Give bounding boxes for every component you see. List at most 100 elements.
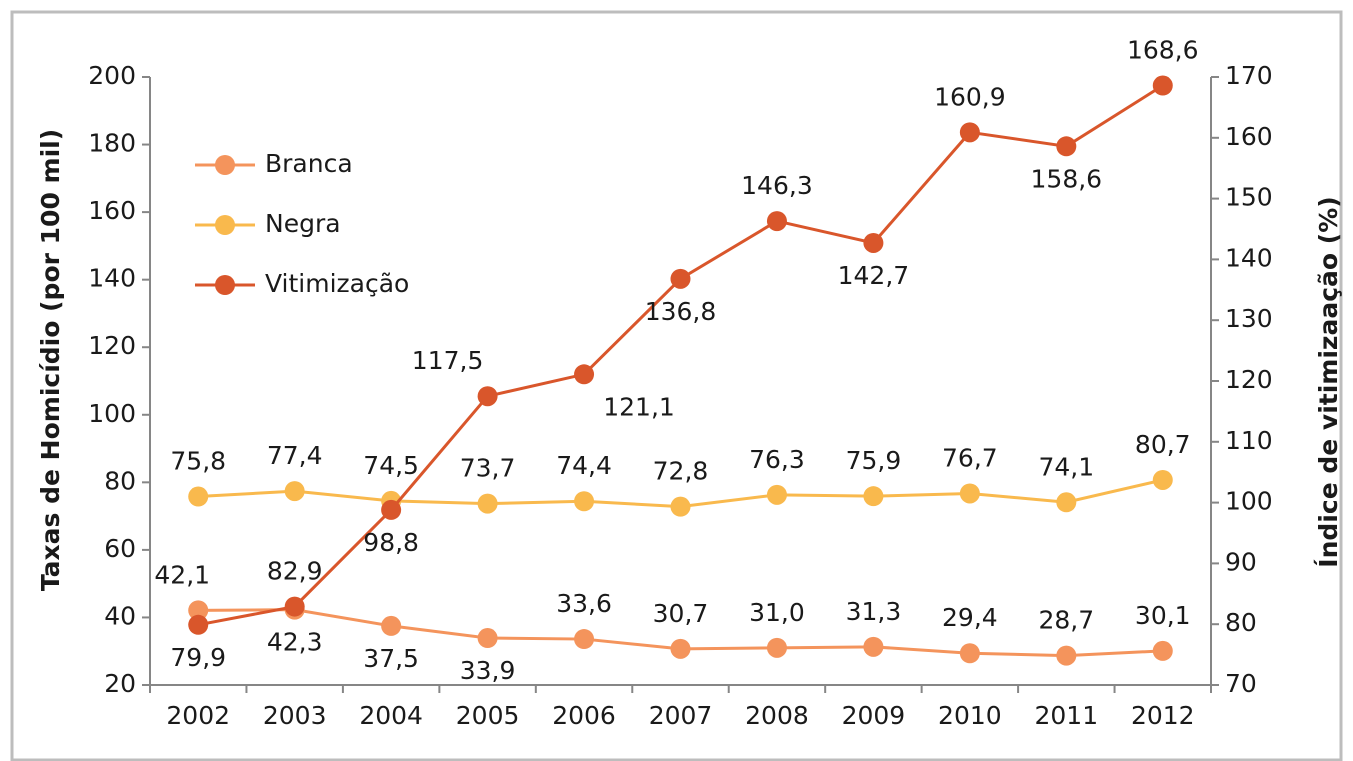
data-label: 76,3 (749, 445, 805, 474)
data-label: 136,8 (645, 297, 717, 326)
x-tick-label: 2008 (745, 701, 809, 730)
y-axis-title: Taxas de Homicídio (por 100 mil) (36, 129, 65, 591)
marker (1056, 645, 1077, 666)
data-label: 74,4 (556, 451, 612, 480)
x-tick-label: 2002 (166, 701, 230, 730)
data-label: 30,7 (653, 599, 709, 628)
marker (477, 386, 498, 407)
marker (574, 491, 595, 512)
marker (766, 637, 787, 658)
data-label: 79,9 (170, 643, 226, 672)
legend-marker (215, 275, 235, 295)
marker (959, 483, 980, 504)
x-tick-label: 2011 (1035, 701, 1099, 730)
data-label: 72,8 (653, 457, 709, 486)
frame (10, 10, 1343, 761)
data-label: 42,1 (154, 560, 210, 589)
data-label: 73,7 (460, 454, 516, 483)
x-tick-label: 2006 (552, 701, 616, 730)
y-tick-label: 20 (104, 669, 136, 698)
data-label: 98,8 (363, 528, 419, 557)
y2-tick-label: 130 (1225, 304, 1273, 333)
marker (670, 638, 691, 659)
marker (188, 600, 209, 621)
marker (284, 481, 305, 502)
data-label: 121,1 (603, 392, 675, 421)
legend-marker (215, 155, 235, 175)
marker (959, 643, 980, 664)
data-label: 30,1 (1135, 601, 1191, 630)
x-tick-label: 2012 (1131, 701, 1195, 730)
marker (1152, 640, 1173, 661)
data-label: 142,7 (838, 261, 910, 290)
y2-tick-label: 100 (1225, 487, 1273, 516)
data-label: 29,4 (942, 603, 998, 632)
y-tick-label: 200 (88, 61, 136, 90)
y2-tick-label: 70 (1225, 669, 1257, 698)
data-label: 117,5 (412, 346, 484, 375)
legend-label: Negra (265, 209, 341, 238)
data-label: 42,3 (267, 628, 323, 657)
x-tick-label: 2003 (263, 701, 327, 730)
data-label: 168,6 (1127, 36, 1199, 65)
y-tick-label: 160 (88, 196, 136, 225)
marker (1056, 136, 1077, 157)
data-label: 76,7 (942, 443, 998, 472)
data-label: 28,7 (1038, 606, 1094, 635)
marker (574, 629, 595, 650)
x-tick-label: 2009 (842, 701, 906, 730)
x-tick-label: 2004 (359, 701, 423, 730)
marker (188, 486, 209, 507)
marker (959, 122, 980, 143)
data-label: 75,9 (846, 446, 902, 475)
marker (574, 364, 595, 385)
data-label: 33,9 (460, 656, 516, 685)
marker (1152, 75, 1173, 96)
data-label: 80,7 (1135, 430, 1191, 459)
x-tick-label: 2010 (938, 701, 1002, 730)
data-label: 82,9 (267, 557, 323, 586)
y-tick-label: 140 (88, 264, 136, 293)
y-tick-label: 60 (104, 534, 136, 563)
data-label: 75,8 (170, 447, 226, 476)
data-label: 160,9 (934, 82, 1006, 111)
marker (766, 484, 787, 505)
marker (863, 232, 884, 253)
data-label: 146,3 (741, 171, 813, 200)
data-label: 74,5 (363, 451, 419, 480)
legend-label: Vitimização (265, 269, 409, 298)
marker (477, 628, 498, 649)
marker (670, 496, 691, 517)
data-label: 31,0 (749, 598, 805, 627)
marker (1152, 469, 1173, 490)
legend-marker (215, 215, 235, 235)
marker (766, 211, 787, 232)
data-label: 158,6 (1031, 164, 1103, 193)
y2-tick-label: 80 (1225, 608, 1257, 637)
y2-tick-label: 140 (1225, 243, 1273, 272)
y2-tick-label: 150 (1225, 183, 1273, 212)
marker (670, 268, 691, 289)
marker (381, 499, 402, 520)
y2-tick-label: 160 (1225, 122, 1273, 151)
y-tick-label: 100 (88, 399, 136, 428)
marker (188, 614, 209, 635)
marker (863, 486, 884, 507)
data-label: 31,3 (846, 597, 902, 626)
y2-tick-label: 110 (1225, 426, 1273, 455)
marker (284, 596, 305, 617)
y-tick-label: 180 (88, 129, 136, 158)
data-label: 37,5 (363, 644, 419, 673)
x-tick-label: 2007 (649, 701, 713, 730)
marker (477, 493, 498, 514)
data-label: 77,4 (267, 441, 323, 470)
marker (1056, 492, 1077, 513)
y2-tick-label: 170 (1225, 61, 1273, 90)
y-tick-label: 120 (88, 331, 136, 360)
y-tick-label: 40 (104, 601, 136, 630)
data-label: 74,1 (1038, 452, 1094, 481)
legend-label: Branca (265, 149, 353, 178)
y-tick-label: 80 (104, 466, 136, 495)
y2-tick-label: 90 (1225, 547, 1257, 576)
